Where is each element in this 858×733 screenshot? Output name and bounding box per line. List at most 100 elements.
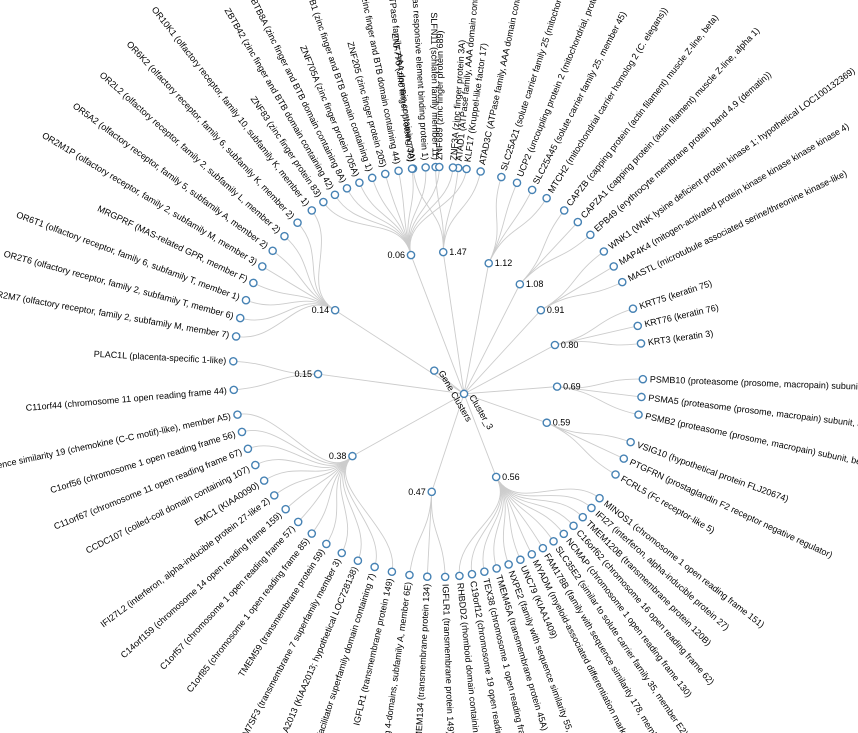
cluster-node[interactable] bbox=[313, 369, 323, 379]
leaf-node[interactable] bbox=[527, 549, 537, 559]
leaf-node[interactable] bbox=[497, 172, 506, 182]
cluster-3-node[interactable] bbox=[459, 389, 469, 399]
leaf-node[interactable] bbox=[595, 493, 604, 503]
leaf-node[interactable] bbox=[455, 571, 464, 581]
leaf-node[interactable] bbox=[559, 206, 569, 215]
leaf-node[interactable] bbox=[235, 313, 245, 323]
leaf-node[interactable] bbox=[322, 539, 331, 549]
leaf-node[interactable] bbox=[633, 321, 643, 331]
leaf-node[interactable] bbox=[619, 454, 629, 463]
leaf-node[interactable] bbox=[387, 567, 397, 577]
leaf-node[interactable] bbox=[293, 517, 303, 527]
leaf-node[interactable] bbox=[281, 504, 290, 514]
leaf-node[interactable] bbox=[422, 572, 432, 582]
leaf-node[interactable] bbox=[549, 537, 558, 546]
leaf-node[interactable] bbox=[228, 356, 238, 366]
leaf-node[interactable] bbox=[634, 410, 643, 419]
leaf-link bbox=[470, 476, 502, 575]
leaf-node[interactable] bbox=[237, 427, 247, 437]
cluster-node[interactable] bbox=[484, 258, 494, 268]
leaf-node[interactable] bbox=[293, 218, 302, 227]
leaf-node[interactable] bbox=[241, 295, 251, 305]
leaf-node[interactable] bbox=[538, 543, 548, 553]
leaf-node[interactable] bbox=[569, 521, 578, 531]
leaf-node[interactable] bbox=[542, 193, 551, 203]
leaf-node[interactable] bbox=[307, 529, 317, 538]
leaf-node[interactable] bbox=[628, 304, 638, 313]
leaf-node[interactable] bbox=[609, 262, 619, 271]
leaf-node[interactable] bbox=[257, 262, 267, 271]
cluster-link bbox=[410, 254, 465, 395]
leaf-node[interactable] bbox=[243, 444, 253, 454]
leaf-node[interactable] bbox=[249, 278, 258, 288]
leaf-node[interactable] bbox=[586, 230, 595, 240]
leaf-node[interactable] bbox=[380, 169, 390, 179]
cluster-node[interactable] bbox=[438, 247, 448, 257]
leaf-node[interactable] bbox=[573, 217, 583, 227]
cluster-node[interactable] bbox=[348, 451, 357, 461]
leaf-node[interactable] bbox=[504, 560, 513, 569]
leaf-node[interactable] bbox=[421, 163, 430, 172]
leaf-node[interactable] bbox=[516, 555, 525, 565]
cluster-value-label: 0.56 bbox=[502, 472, 520, 482]
leaf-node[interactable] bbox=[370, 562, 379, 572]
leaf-node[interactable] bbox=[231, 332, 241, 341]
leaf-node[interactable] bbox=[394, 166, 403, 176]
leaf-node[interactable] bbox=[527, 185, 537, 195]
cluster-node[interactable] bbox=[536, 305, 546, 315]
leaf-node[interactable] bbox=[307, 206, 317, 215]
leaf-node[interactable] bbox=[229, 385, 239, 395]
leaf-label: ZNF689 (zinc finger protein 689) bbox=[434, 30, 445, 160]
leaf-node[interactable] bbox=[448, 163, 458, 172]
leaf-node[interactable] bbox=[611, 470, 620, 479]
leaf-node[interactable] bbox=[342, 184, 352, 193]
cluster-value-label: 0.38 bbox=[329, 451, 347, 461]
leaf-node[interactable] bbox=[405, 570, 414, 580]
leaf-node[interactable] bbox=[259, 476, 269, 485]
leaf-node[interactable] bbox=[251, 460, 260, 470]
cluster-node[interactable] bbox=[542, 418, 552, 428]
leaf-node[interactable] bbox=[268, 246, 277, 256]
cluster-node[interactable] bbox=[427, 487, 437, 497]
cluster-node[interactable] bbox=[550, 340, 560, 350]
cluster-node[interactable] bbox=[515, 279, 525, 289]
leaf-node[interactable] bbox=[462, 164, 471, 174]
leaf-link bbox=[488, 197, 548, 264]
leaf-link bbox=[346, 188, 412, 256]
leaf-node[interactable] bbox=[636, 339, 646, 348]
leaf-node[interactable] bbox=[319, 197, 328, 207]
leaf-node[interactable] bbox=[355, 178, 364, 187]
leaf-node[interactable] bbox=[559, 529, 569, 539]
leaf-label: PSMB10 (proteasome (prosome, macropain) … bbox=[650, 374, 858, 393]
leaf-node[interactable] bbox=[637, 392, 646, 402]
leaf-node[interactable] bbox=[587, 503, 596, 513]
leaf-node[interactable] bbox=[269, 491, 279, 500]
leaf-node[interactable] bbox=[330, 190, 340, 200]
leaf-node[interactable] bbox=[480, 567, 489, 576]
leaf-node[interactable] bbox=[467, 569, 477, 579]
leaf-node[interactable] bbox=[435, 162, 444, 172]
leaf-node[interactable] bbox=[407, 164, 417, 173]
leaf-node[interactable] bbox=[440, 572, 450, 582]
leaf-node[interactable] bbox=[476, 167, 485, 176]
cluster-value-label: 0.80 bbox=[561, 340, 579, 350]
leaf-node[interactable] bbox=[233, 410, 242, 419]
leaf-node[interactable] bbox=[626, 437, 635, 447]
cluster-node[interactable] bbox=[552, 382, 562, 391]
cluster-node[interactable] bbox=[406, 250, 416, 260]
leaf-label: KRT3 (keratin 3) bbox=[647, 328, 714, 347]
leaf-node[interactable] bbox=[512, 178, 522, 188]
cluster-node[interactable] bbox=[491, 472, 501, 482]
leaf-node[interactable] bbox=[599, 247, 609, 256]
leaf-link bbox=[322, 201, 412, 256]
leaf-node[interactable] bbox=[337, 548, 347, 558]
leaf-node[interactable] bbox=[367, 173, 377, 183]
leaf-node[interactable] bbox=[617, 277, 627, 287]
leaf-node[interactable] bbox=[578, 512, 588, 522]
leaf-node[interactable] bbox=[280, 231, 289, 241]
leaf-node[interactable] bbox=[353, 556, 363, 566]
cluster-node[interactable] bbox=[330, 305, 340, 315]
root-node[interactable] bbox=[429, 366, 439, 375]
leaf-node[interactable] bbox=[638, 374, 648, 384]
leaf-node[interactable] bbox=[492, 564, 501, 573]
